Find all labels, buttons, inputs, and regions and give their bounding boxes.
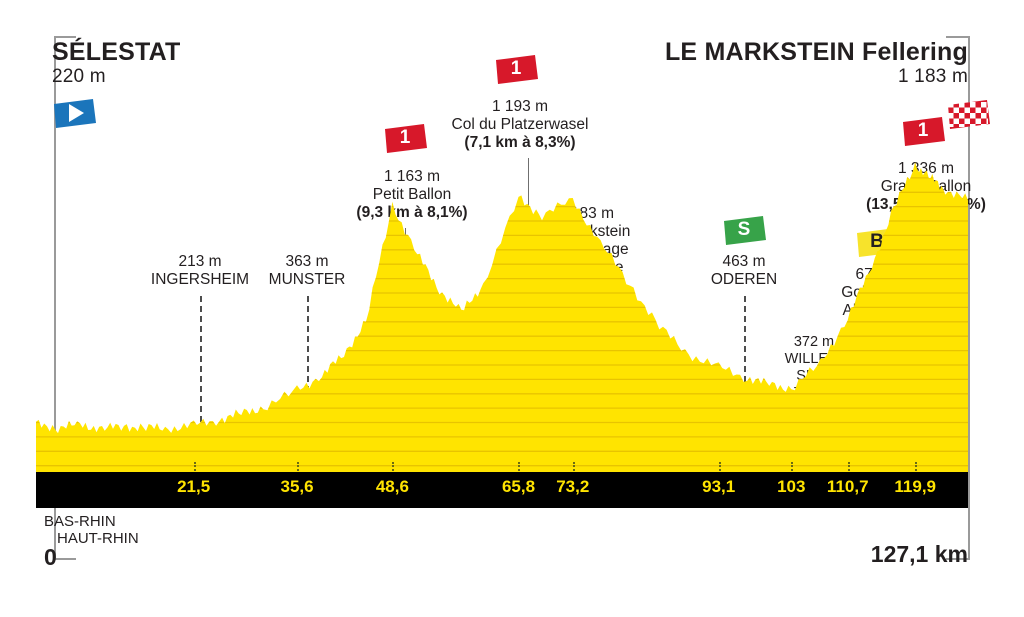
category-1-badge-grand-ballon: 1 (901, 117, 945, 146)
frame-bracket-right (968, 36, 970, 560)
km-marker-tick (297, 462, 301, 471)
poi-altitude: 463 m (722, 253, 766, 270)
poi-altitude: 1 336 m (897, 160, 955, 177)
elevation-area-path (36, 162, 968, 475)
km-marker-label: 93,1 (702, 477, 736, 496)
category-number: 1 (510, 57, 522, 79)
start-city-block: SÉLESTAT 220 m (52, 39, 180, 88)
finish-city-name: LE MARKSTEIN Fellering (664, 38, 968, 66)
bonus-letter: B (870, 230, 884, 252)
km-marker-tick (518, 462, 522, 471)
play-triangle-icon (68, 103, 84, 122)
poi-altitude: 213 m (178, 253, 222, 270)
frame-bracket-left-top (54, 36, 76, 38)
poi-munster: 363 m MUNSTER (269, 253, 346, 289)
poi-ingersheim: 213 m INGERSHEIM (151, 253, 249, 289)
km-marker-label: 65,8 (501, 477, 536, 496)
start-km-label: 0 (44, 544, 57, 570)
category-1-badge-platzerwasel: 1 (494, 55, 538, 84)
km-marker-label: 119,9 (894, 477, 937, 496)
checkered-flag-icon (946, 100, 990, 129)
km-marker-tick (193, 462, 198, 471)
km-marker-tick (847, 462, 852, 471)
distance-bar (36, 472, 968, 508)
poi-petit-ballon: 1 163 m Petit Ballon (9,3 km à 8,1%) (356, 168, 467, 222)
poi-name: Col du Platzerwasel (451, 116, 589, 133)
km-marker-label: 110,7 (826, 477, 869, 496)
category-number: 1 (399, 126, 411, 148)
poi-gradient: (7,1 km à 8,3%) (464, 134, 576, 151)
sprint-letter: S (737, 218, 751, 240)
category-number: 1 (917, 119, 929, 141)
km-marker-tick (791, 462, 795, 471)
frame-bracket-right-bottom (946, 558, 970, 560)
km-marker-tick (392, 462, 396, 471)
department-2: HAUT-RHIN (57, 530, 139, 547)
sprint-badge-oderen: S (722, 216, 766, 245)
leader-line-munster (307, 296, 309, 472)
total-distance-label: 127,1 km (870, 541, 968, 567)
department-labels: BAS-RHIN HAUT-RHIN (44, 513, 139, 547)
poi-altitude: 1 193 m (491, 98, 549, 115)
frame-bracket-left (54, 36, 56, 560)
poi-name: ODEREN (710, 271, 778, 288)
elevation-profile-svg (36, 162, 968, 475)
start-city-altitude: 220 m (52, 66, 106, 87)
km-marker-tick (915, 462, 919, 471)
start-flag-icon (52, 99, 96, 128)
poi-name: Petit Ballon (372, 186, 452, 203)
category-1-badge-petit-ballon: 1 (383, 124, 427, 153)
km-marker-label: 73,2 (556, 477, 590, 496)
km-marker-tick (572, 462, 577, 471)
department-1: BAS-RHIN (44, 513, 116, 530)
km-marker-label: 48,6 (375, 477, 409, 496)
km-marker-label: 103 (777, 477, 806, 496)
poi-altitude: 363 m (285, 253, 329, 270)
finish-city-block: LE MARKSTEIN Fellering 1 183 m (665, 39, 968, 88)
frame-bracket-left-bottom (54, 558, 76, 560)
poi-name: MUNSTER (268, 271, 346, 288)
poi-oderen: 463 m ODEREN (711, 253, 777, 289)
finish-city-altitude: 1 183 m (897, 66, 968, 87)
poi-altitude: 372 m (793, 334, 835, 350)
leader-line-ingersheim (200, 296, 202, 472)
poi-altitude: 1 163 m (383, 168, 440, 185)
km-marker-tick (718, 462, 723, 471)
km-marker-label: 35,6 (280, 477, 314, 496)
km-marker-label: 21,5 (177, 477, 211, 496)
start-city-name: SÉLESTAT (52, 38, 181, 66)
poi-gradient: (9,3 km à 8,1%) (356, 204, 468, 221)
elevation-profile-area (36, 150, 968, 475)
frame-bracket-right-top (946, 36, 970, 38)
poi-name: INGERSHEIM (150, 271, 250, 288)
poi-col-du-platzerwasel: 1 193 m Col du Platzerwasel (7,1 km à 8,… (452, 98, 589, 152)
